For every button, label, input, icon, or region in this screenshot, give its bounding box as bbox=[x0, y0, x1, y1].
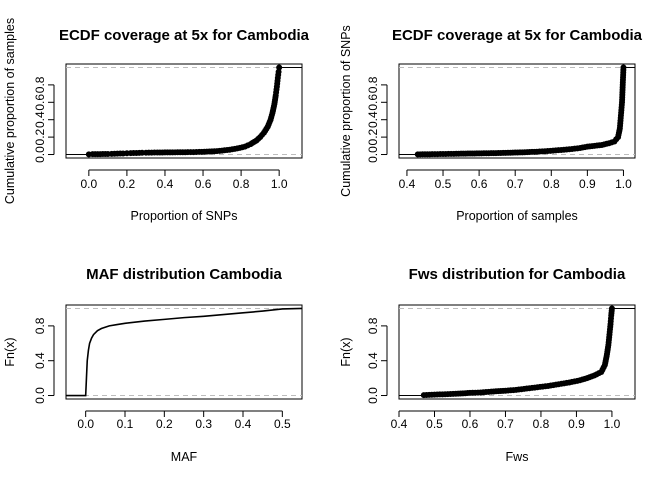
x-tick-label: 0.3 bbox=[195, 417, 212, 431]
y-axis-label: Fn(x) bbox=[339, 337, 353, 366]
x-tick-label: 0.8 bbox=[233, 177, 250, 191]
y-tick-label: 0.8 bbox=[33, 317, 47, 334]
y-tick-label: 0.6 bbox=[366, 94, 380, 111]
chart-panel-4: Fws distribution for Cambodia 0.4 0.5 0.6 0.… bbox=[339, 266, 636, 464]
x-tick-label: 0.6 bbox=[462, 417, 479, 431]
x-tick-label: 0.5 bbox=[435, 177, 452, 191]
x-tick-label: 0.6 bbox=[195, 177, 212, 191]
y-axis-label: Fn(x) bbox=[3, 337, 17, 366]
x-tick-label: 0.9 bbox=[568, 417, 585, 431]
y-axis-label: Cumulative proportion of samples bbox=[3, 18, 17, 204]
plot-frame bbox=[398, 63, 636, 159]
chart-title: ECDF coverage at 5x for Cambodia bbox=[59, 27, 310, 44]
x-tick-label: 0.8 bbox=[543, 177, 560, 191]
x-tick-label: 0.4 bbox=[157, 177, 174, 191]
x-tick-label: 0.7 bbox=[507, 177, 524, 191]
data-point bbox=[608, 305, 615, 312]
y-tick-label: 0.4 bbox=[366, 352, 380, 369]
x-axis-label: Proportion of samples bbox=[456, 209, 578, 223]
x-tick-label: 0.0 bbox=[80, 177, 97, 191]
chart-panel-3: MAF distribution Cambodia 0.0 0.1 0.2 0.3 0.4… bbox=[3, 266, 303, 464]
chart-title: Fws distribution for Cambodia bbox=[409, 266, 626, 283]
data-point bbox=[620, 64, 627, 71]
x-tick-label: 0.4 bbox=[391, 417, 408, 431]
plot-frame bbox=[65, 63, 303, 159]
x-tick-label: 0.2 bbox=[119, 177, 136, 191]
x-tick-label: 0.7 bbox=[497, 417, 514, 431]
plot-frame bbox=[398, 304, 636, 400]
y-tick-label: 0.8 bbox=[33, 76, 47, 93]
x-axis-label: Fws bbox=[506, 450, 529, 464]
x-tick-label: 0.8 bbox=[533, 417, 550, 431]
y-tick-label: 0.2 bbox=[366, 128, 380, 145]
x-tick-label: 1.0 bbox=[604, 417, 621, 431]
y-tick-label: 0.0 bbox=[366, 387, 380, 404]
y-tick-label: 0.2 bbox=[33, 128, 47, 145]
x-tick-label: 0.2 bbox=[156, 417, 173, 431]
ecdf-curve bbox=[66, 307, 303, 397]
x-tick-label: 0.4 bbox=[399, 177, 416, 191]
y-tick-label: 0.4 bbox=[33, 111, 47, 128]
x-tick-label: 0.4 bbox=[235, 417, 252, 431]
x-tick-label: 0.6 bbox=[471, 177, 488, 191]
x-tick-label: 1.0 bbox=[271, 177, 288, 191]
x-tick-label: 0.5 bbox=[274, 417, 291, 431]
y-axis-label: Cumulative proportion of SNPs bbox=[339, 25, 353, 197]
y-tick-label: 0.0 bbox=[366, 146, 380, 163]
chart-title: ECDF coverage at 5x for Cambodia bbox=[392, 27, 643, 44]
x-tick-label: 0.0 bbox=[77, 417, 94, 431]
y-tick-label: 0.6 bbox=[33, 94, 47, 111]
y-tick-label: 0.0 bbox=[33, 146, 47, 163]
y-tick-label: 0.0 bbox=[33, 387, 47, 404]
data-point bbox=[276, 64, 283, 71]
plot-frame bbox=[65, 304, 303, 400]
x-axis-label: MAF bbox=[171, 450, 198, 464]
x-axis-label: Proportion of SNPs bbox=[131, 209, 238, 223]
y-tick-label: 0.8 bbox=[366, 317, 380, 334]
chart-panel-2: ECDF coverage at 5x for Cambodia 0.4 0.5 0.… bbox=[339, 25, 643, 223]
x-tick-label: 1.0 bbox=[615, 177, 632, 191]
x-tick-label: 0.5 bbox=[426, 417, 443, 431]
chart-title: MAF distribution Cambodia bbox=[86, 266, 282, 283]
y-tick-label: 0.8 bbox=[366, 76, 380, 93]
y-tick-label: 0.4 bbox=[33, 352, 47, 369]
x-tick-label: 0.9 bbox=[579, 177, 596, 191]
y-tick-label: 0.4 bbox=[366, 111, 380, 128]
x-tick-label: 0.1 bbox=[117, 417, 134, 431]
